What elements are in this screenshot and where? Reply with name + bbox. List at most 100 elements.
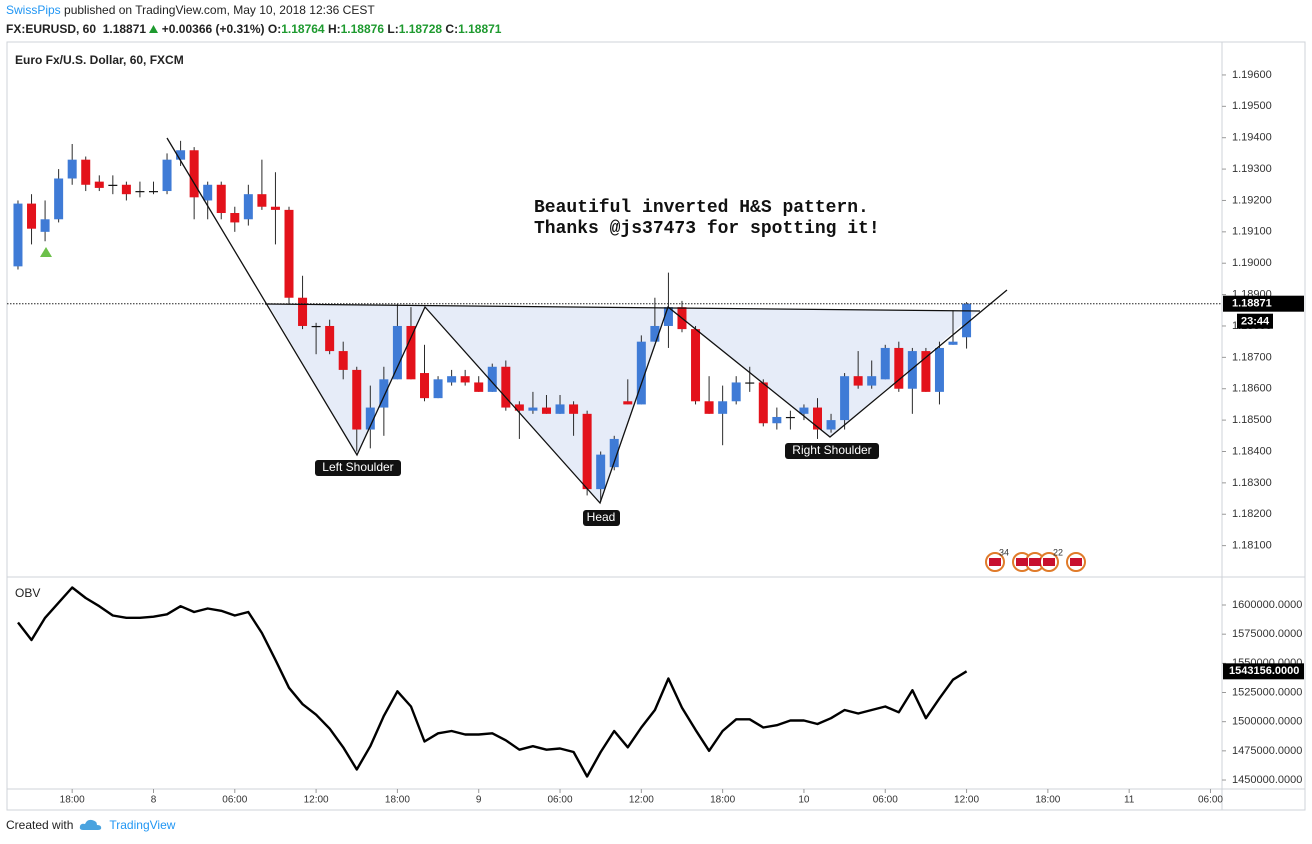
author[interactable]: SwissPips xyxy=(6,3,61,17)
candle-body xyxy=(67,159,77,179)
y-tick-label: 1.18200 xyxy=(1232,508,1272,520)
candle-body xyxy=(270,206,280,210)
y-tick-label: 1450000.0000 xyxy=(1232,774,1302,786)
y-tick-label: 1.19000 xyxy=(1232,257,1272,269)
l-value: 1.18728 xyxy=(398,22,443,36)
created-with: Created with xyxy=(6,818,74,832)
candle-body xyxy=(731,382,741,402)
candle-body xyxy=(365,407,375,430)
annotation: Beautiful inverted H&S pattern. xyxy=(534,198,869,218)
last-value-label: 1543156.0000 xyxy=(1229,665,1299,677)
candle-body xyxy=(447,376,457,383)
y-tick-label: 1.19500 xyxy=(1232,100,1272,112)
candle-body xyxy=(40,219,50,232)
c-value: 1.18871 xyxy=(458,22,502,36)
pattern-line xyxy=(166,137,1008,505)
y-tick-label: 1.18300 xyxy=(1232,477,1272,489)
candle-body xyxy=(243,194,253,220)
brand[interactable]: TradingView xyxy=(109,818,176,832)
last-value-box xyxy=(1223,663,1304,680)
x-tick-label: 9 xyxy=(476,795,482,806)
candle-body xyxy=(121,184,131,195)
signal-marker xyxy=(40,247,52,257)
candle-body xyxy=(189,150,199,198)
published: published on TradingView.com, May 10, 20… xyxy=(64,3,375,17)
candle-body xyxy=(555,404,565,414)
y-tick-label: 1500000.0000 xyxy=(1232,716,1302,728)
pattern-label: Right Shoulder xyxy=(792,443,871,457)
candle-body xyxy=(541,407,551,414)
event-count: 34 xyxy=(999,547,1009,557)
candle-body xyxy=(27,203,37,229)
x-tick-label: 11 xyxy=(1124,795,1135,806)
candle-body xyxy=(758,382,768,424)
y-tick-label: 1.19300 xyxy=(1232,163,1272,175)
y-tick-label: 1475000.0000 xyxy=(1232,745,1302,757)
x-tick-label: 18:00 xyxy=(1035,795,1060,806)
label-box xyxy=(785,443,879,459)
candle-body xyxy=(894,347,904,389)
x-tick-label: 12:00 xyxy=(954,795,979,806)
candle-body xyxy=(663,307,673,326)
o-value: 1.18764 xyxy=(281,22,325,36)
flag xyxy=(1043,558,1055,566)
candle-body xyxy=(636,341,646,405)
candle-body xyxy=(569,404,579,414)
candle-body xyxy=(623,401,633,405)
annotation: Thanks @js37473 for spotting it! xyxy=(534,219,880,239)
candle-body xyxy=(162,159,172,192)
candle-body xyxy=(474,382,484,392)
candle-body xyxy=(406,325,416,380)
candle-body xyxy=(216,184,226,214)
candle-body xyxy=(148,191,158,193)
candle-body xyxy=(691,329,701,402)
up-arrow xyxy=(149,25,159,33)
pattern-label: Head xyxy=(587,510,616,524)
candle-body xyxy=(596,454,606,490)
candle-body xyxy=(108,184,118,186)
y-tick-label: 1600000.0000 xyxy=(1232,599,1302,611)
y-tick-label: 1.18600 xyxy=(1232,383,1272,395)
event-icons[interactable]: 34 22 xyxy=(985,547,1086,572)
candle-body xyxy=(176,150,186,160)
candle-body xyxy=(840,376,850,421)
candle-body xyxy=(785,416,795,419)
countdown: 23:44 xyxy=(1241,316,1270,328)
flag xyxy=(989,558,1001,566)
c-label: C: xyxy=(445,22,459,36)
y-tick-label: 1.18100 xyxy=(1232,540,1272,552)
o-label: O: xyxy=(267,22,282,36)
candle-body xyxy=(298,297,308,326)
h-value: 1.18876 xyxy=(340,22,385,36)
candle-body xyxy=(501,366,511,408)
candle-body xyxy=(487,366,497,392)
x-tick-label: 18:00 xyxy=(710,795,735,806)
x-tick-label: 12:00 xyxy=(629,795,654,806)
candle-body xyxy=(392,325,402,380)
y-tick-label: 1.18700 xyxy=(1232,351,1272,363)
label-box xyxy=(583,510,620,526)
candle-body xyxy=(853,376,863,386)
x-tick-label: 06:00 xyxy=(873,795,898,806)
x-tick-label: 06:00 xyxy=(222,795,247,806)
publish-line: SwissPips published on TradingView.com, … xyxy=(6,3,375,17)
axes: 1.18100 1.18200 1.18300 1.18400 1.18500 1.186… xyxy=(60,69,1304,806)
candle-body xyxy=(54,178,64,220)
candle-body xyxy=(907,351,917,389)
obv-line xyxy=(17,586,968,778)
y-tick-label: 1.18400 xyxy=(1232,445,1272,457)
flag xyxy=(1016,558,1028,566)
logo xyxy=(80,819,102,830)
candle-body xyxy=(433,379,443,399)
y-tick-label: 1575000.0000 xyxy=(1232,628,1302,640)
symbol-line: FX:EURUSD, 60 1.18871 +0.00366 (+0.31%) … xyxy=(6,22,501,36)
candle-body xyxy=(609,438,619,468)
flag xyxy=(1029,558,1041,566)
candle-body xyxy=(135,191,145,193)
candle-body xyxy=(338,351,348,370)
candle-body xyxy=(826,420,836,430)
candle-body xyxy=(420,373,430,399)
candle-body xyxy=(311,325,321,328)
x-tick-label: 18:00 xyxy=(60,795,85,806)
